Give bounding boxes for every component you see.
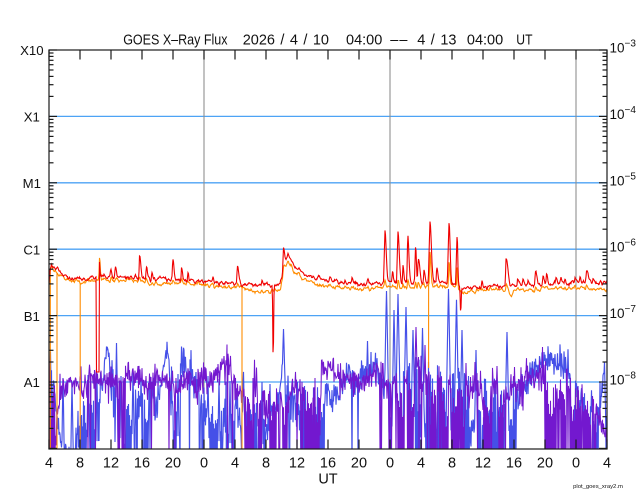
svg-text:8: 8 — [448, 456, 456, 472]
svg-text:0: 0 — [386, 456, 394, 472]
svg-text:4: 4 — [45, 456, 53, 472]
svg-text:8: 8 — [76, 456, 84, 472]
svg-text:04:00: 04:00 — [467, 33, 503, 49]
svg-text:X1: X1 — [24, 110, 40, 125]
svg-text:12: 12 — [103, 456, 119, 472]
svg-text:16: 16 — [134, 456, 150, 472]
svg-text:UT: UT — [516, 31, 532, 47]
svg-text:2026 / 4 / 10: 2026 / 4 / 10 — [243, 33, 329, 49]
svg-text:4 / 13: 4 / 13 — [417, 33, 456, 49]
svg-text:20: 20 — [351, 456, 367, 472]
svg-text:12: 12 — [289, 456, 305, 472]
svg-text:C1: C1 — [23, 242, 40, 257]
svg-text:B1: B1 — [24, 309, 40, 324]
svg-text:––: –– — [390, 33, 408, 49]
svg-text:20: 20 — [537, 456, 553, 472]
svg-text:4: 4 — [603, 456, 611, 472]
svg-text:0: 0 — [200, 456, 208, 472]
svg-text:4: 4 — [417, 456, 425, 472]
svg-text:UT: UT — [318, 472, 337, 488]
svg-text:20: 20 — [165, 456, 181, 472]
svg-text:8: 8 — [262, 456, 270, 472]
svg-text:16: 16 — [320, 456, 336, 472]
svg-text:04:00: 04:00 — [346, 33, 382, 49]
svg-text:4: 4 — [231, 456, 239, 472]
svg-text:16: 16 — [506, 456, 522, 472]
svg-text:X10: X10 — [20, 43, 43, 58]
svg-text:0: 0 — [572, 456, 580, 472]
svg-text:12: 12 — [475, 456, 491, 472]
svg-text:plot_goes_xray2.m: plot_goes_xray2.m — [573, 484, 623, 490]
svg-text:GOES X–Ray Flux: GOES X–Ray Flux — [123, 32, 228, 48]
svg-text:M1: M1 — [23, 176, 41, 191]
svg-text:A1: A1 — [24, 375, 40, 390]
